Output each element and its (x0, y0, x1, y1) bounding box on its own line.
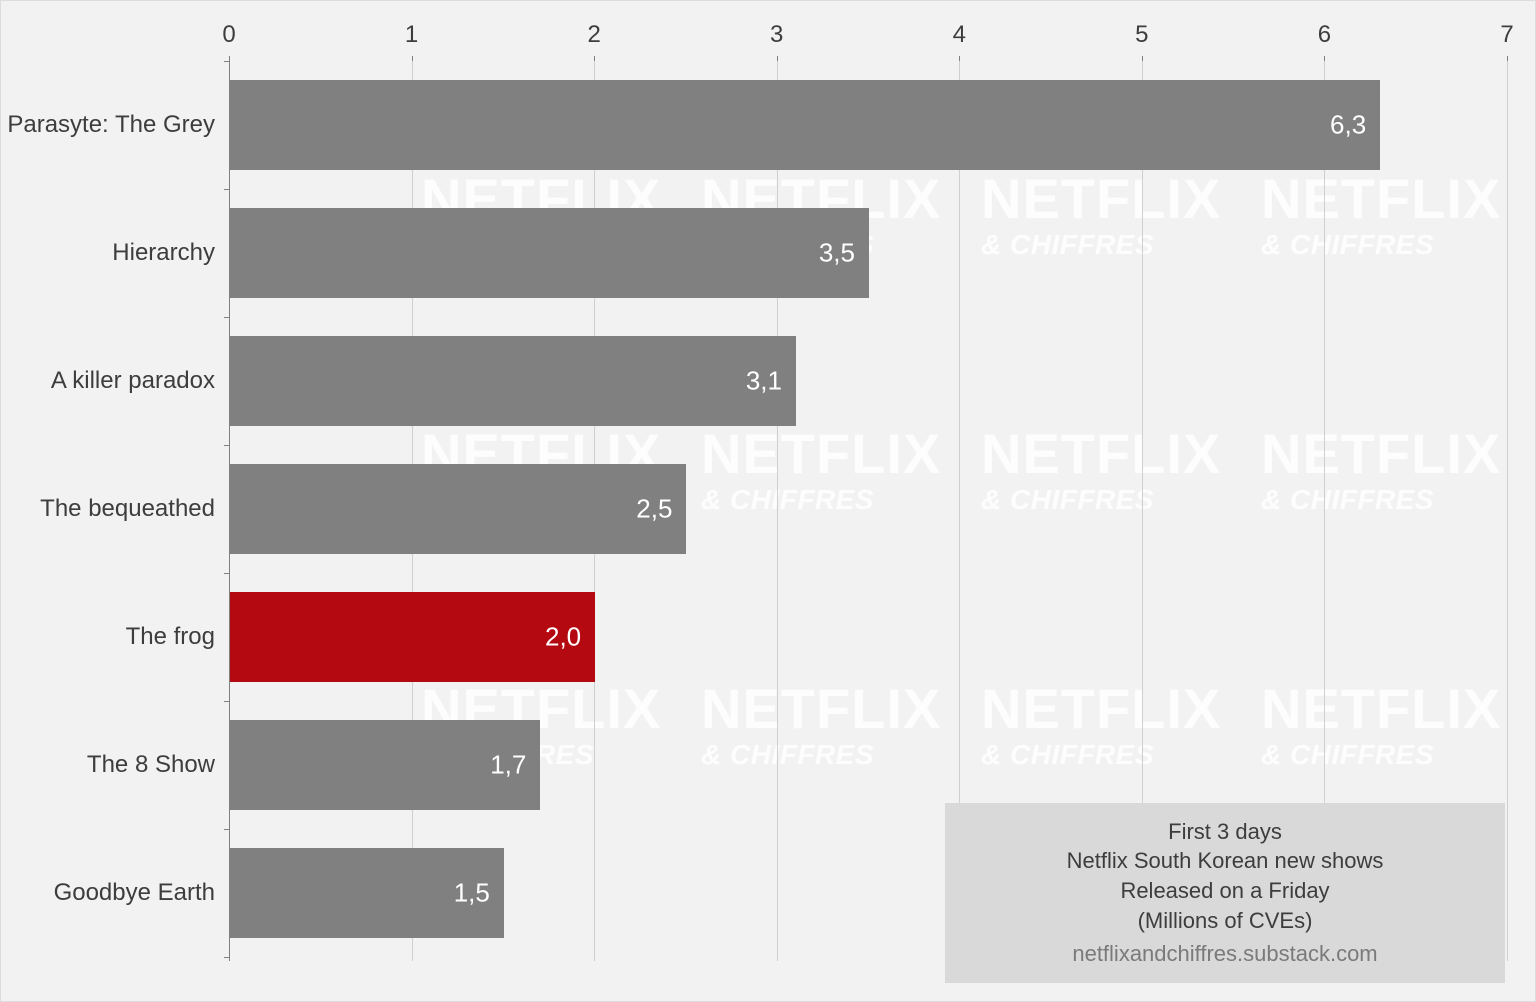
y-tick-mark (224, 445, 229, 446)
y-axis-label: The frog (126, 623, 215, 651)
bar: 1,7 (230, 720, 540, 810)
y-axis-label: The bequeathed (40, 495, 215, 523)
x-tick-mark (1324, 56, 1325, 61)
x-tick-label: 5 (1135, 21, 1148, 49)
y-tick-mark (224, 957, 229, 958)
x-tick-mark (412, 56, 413, 61)
x-tick-label: 7 (1500, 21, 1513, 49)
x-tick-mark (959, 56, 960, 61)
y-tick-mark (224, 189, 229, 190)
x-gridline (777, 61, 778, 961)
bar: 2,5 (230, 464, 686, 554)
bar-value-label: 6,3 (1330, 110, 1366, 141)
x-tick-label: 0 (222, 21, 235, 49)
legend-line: Released on a Friday (969, 876, 1481, 906)
x-tick-mark (777, 56, 778, 61)
y-tick-mark (224, 61, 229, 62)
watermark: NETFLIX& CHIFFRES (981, 426, 1221, 514)
y-axis-label: Hierarchy (112, 239, 215, 267)
y-axis-label: Goodbye Earth (54, 879, 215, 907)
bar-value-label: 1,5 (454, 878, 490, 909)
y-tick-mark (224, 317, 229, 318)
y-axis-label: The 8 Show (87, 751, 215, 779)
legend-line: First 3 days (969, 817, 1481, 847)
bar: 3,5 (230, 208, 869, 298)
bar: 6,3 (230, 80, 1380, 170)
legend-line: (Millions of CVEs) (969, 906, 1481, 936)
x-tick-label: 6 (1318, 21, 1331, 49)
watermark: NETFLIX& CHIFFRES (981, 681, 1221, 769)
y-axis-label: Parasyte: The Grey (7, 111, 215, 139)
bar-value-label: 2,0 (545, 622, 581, 653)
x-tick-mark (1142, 56, 1143, 61)
bar-value-label: 3,5 (819, 238, 855, 269)
watermark: NETFLIX& CHIFFRES (1261, 426, 1501, 514)
bar-value-label: 3,1 (746, 366, 782, 397)
watermark: NETFLIX& CHIFFRES (1261, 171, 1501, 259)
watermark: NETFLIX& CHIFFRES (981, 171, 1221, 259)
x-tick-label: 2 (587, 21, 600, 49)
x-gridline (1507, 61, 1508, 961)
legend-line: Netflix South Korean new shows (969, 846, 1481, 876)
watermark: NETFLIX& CHIFFRES (701, 426, 941, 514)
y-tick-mark (224, 829, 229, 830)
y-axis-label: A killer paradox (51, 367, 215, 395)
bar-value-label: 1,7 (490, 750, 526, 781)
bar: 2,0 (230, 592, 595, 682)
x-tick-mark (1507, 56, 1508, 61)
x-tick-mark (594, 56, 595, 61)
y-tick-mark (224, 701, 229, 702)
bar: 3,1 (230, 336, 796, 426)
watermark: NETFLIX& CHIFFRES (1261, 681, 1501, 769)
x-tick-label: 3 (770, 21, 783, 49)
legend-attribution: netflixandchiffres.substack.com (969, 939, 1481, 969)
x-tick-label: 1 (405, 21, 418, 49)
watermark: NETFLIX& CHIFFRES (701, 681, 941, 769)
x-tick-label: 4 (953, 21, 966, 49)
bar: 1,5 (230, 848, 504, 938)
y-tick-mark (224, 573, 229, 574)
legend-box: First 3 days Netflix South Korean new sh… (945, 803, 1505, 983)
bar-value-label: 2,5 (636, 494, 672, 525)
chart-frame: NETFLIX& CHIFFRES NETFLIX& CHIFFRES NETFLI… (0, 0, 1536, 1002)
